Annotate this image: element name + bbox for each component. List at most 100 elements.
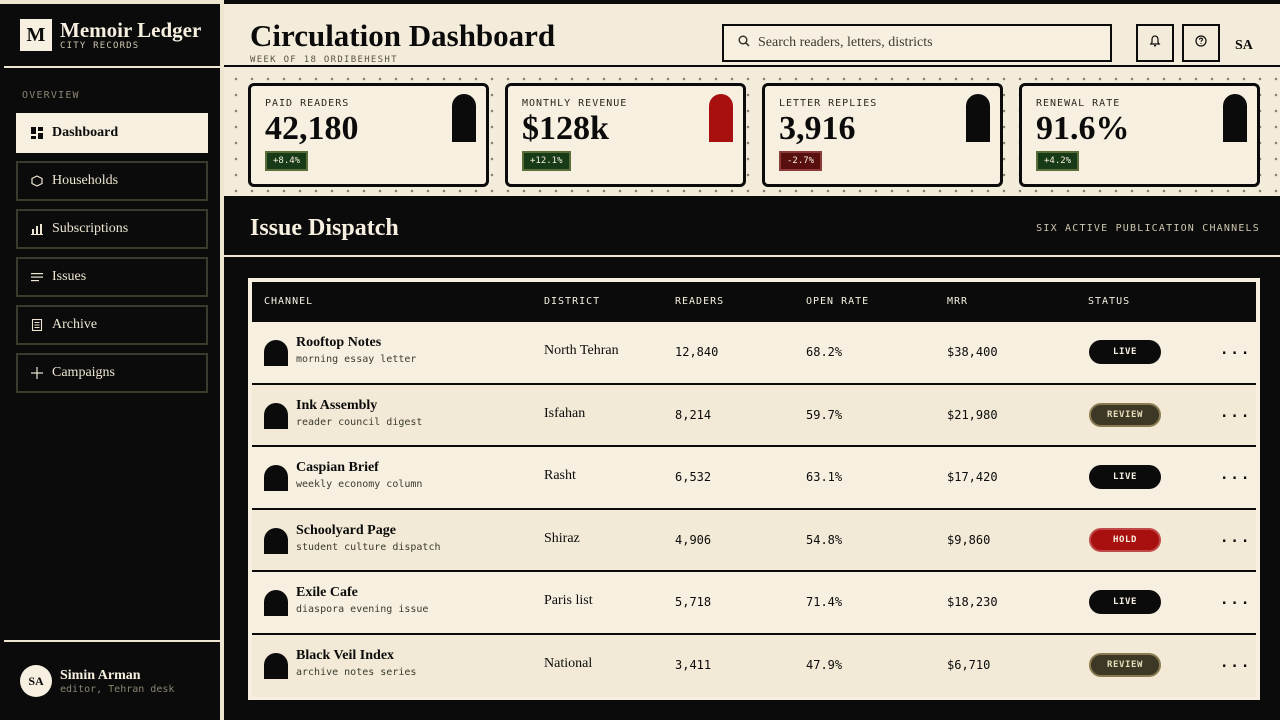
column-header[interactable]: STATUS xyxy=(1088,296,1131,307)
avatar: SA xyxy=(20,665,52,697)
sidebar-item-subscriptions[interactable]: Subscriptions xyxy=(16,209,208,249)
readers-cell: 8,214 xyxy=(675,407,712,422)
kpi-delta-badge: +12.1% xyxy=(522,151,571,171)
status-badge[interactable]: LIVE xyxy=(1089,340,1161,364)
kpi-label: MONTHLY REVENUE xyxy=(522,98,628,109)
kpi-card-renewal-rate[interactable]: RENEWAL RATE 91.6% +4.2% xyxy=(1019,83,1260,187)
kpi-value: 91.6% xyxy=(1036,110,1130,147)
notifications-button[interactable] xyxy=(1136,24,1174,62)
help-button[interactable] xyxy=(1182,24,1220,62)
brand-logo: M xyxy=(20,19,52,51)
column-header[interactable]: READERS xyxy=(675,296,725,307)
status-badge[interactable]: HOLD xyxy=(1089,527,1161,552)
kpi-card-letter-replies[interactable]: LETTER REPLIES 3,916 -2.7% xyxy=(762,83,1003,187)
channel-description: reader council digest xyxy=(296,416,423,428)
sidebar-item-campaigns[interactable]: Campaigns xyxy=(16,353,208,393)
kpi-band: PAID READERS 42,180 +8.4% MONTHLY REVENU… xyxy=(224,67,1280,199)
dispatch-table: CHANNEL DISTRICT READERS OPEN RATE MRR S… xyxy=(248,278,1260,700)
kpi-label: RENEWAL RATE xyxy=(1036,98,1121,109)
column-header[interactable]: OPEN RATE xyxy=(806,296,870,307)
help-icon xyxy=(1195,34,1207,52)
district-cell: Isfahan xyxy=(544,405,586,421)
column-header[interactable]: CHANNEL xyxy=(264,296,314,307)
kpi-delta-badge: -2.7% xyxy=(779,151,823,171)
readers-cell: 5,718 xyxy=(675,595,712,609)
district-cell: Rasht xyxy=(544,468,576,483)
row-more-button[interactable]: ... xyxy=(1220,592,1252,608)
status-badge[interactable]: REVIEW xyxy=(1089,402,1161,427)
readers-cell: 12,840 xyxy=(675,345,719,359)
table-row[interactable]: Exile Cafe diaspora evening issue Paris li… xyxy=(252,572,1256,635)
sidebar-item-label: Issues xyxy=(52,269,87,284)
column-header[interactable]: DISTRICT xyxy=(544,296,601,307)
sidebar-item-label: Archive xyxy=(52,317,98,332)
readers-cell: 6,532 xyxy=(675,470,712,484)
brand[interactable]: M Memoir Ledger CITY RECORDS xyxy=(4,4,220,68)
sidebar-item-label: Dashboard xyxy=(52,125,119,140)
brand-subtitle: CITY RECORDS xyxy=(60,41,140,51)
sidebar-item-issues[interactable]: Issues xyxy=(16,257,208,297)
channel-description: weekly economy column xyxy=(296,479,423,490)
kpi-value: 42,180 xyxy=(265,110,359,147)
channel-icon xyxy=(264,402,288,429)
kpi-card-paid-readers[interactable]: PAID READERS 42,180 +8.4% xyxy=(248,83,489,187)
table-row[interactable]: Black Veil Index archive notes series Nati… xyxy=(252,634,1256,697)
readers-cell: 3,411 xyxy=(675,657,712,672)
user-name: Simin Arman xyxy=(60,667,141,683)
row-more-button[interactable]: ... xyxy=(1220,467,1252,483)
main-content: Circulation Dashboard WEEK OF 18 ORDIBEH… xyxy=(224,0,1280,720)
dispatch-header: Issue Dispatch SIX ACTIVE PUBLICATION CH… xyxy=(224,199,1280,257)
row-more-button[interactable]: ... xyxy=(1220,529,1252,546)
channel-icon xyxy=(264,652,288,679)
status-badge[interactable]: LIVE xyxy=(1089,590,1161,614)
open-rate-cell: 47.9% xyxy=(806,657,843,672)
sidebar-item-dashboard[interactable]: Dashboard xyxy=(16,113,208,153)
status-badge[interactable]: REVIEW xyxy=(1089,652,1161,677)
channel-icon xyxy=(264,590,288,616)
mrr-cell: $38,400 xyxy=(947,345,998,359)
bar-chart-icon xyxy=(30,222,44,236)
status-badge[interactable]: LIVE xyxy=(1089,465,1161,489)
user-initials[interactable]: SA xyxy=(1235,38,1253,53)
section-meta: SIX ACTIVE PUBLICATION CHANNELS xyxy=(1036,223,1260,234)
kpi-delta-badge: +8.4% xyxy=(265,151,309,171)
column-header[interactable]: MRR xyxy=(947,296,969,307)
district-cell: National xyxy=(544,655,593,671)
arch-icon xyxy=(966,94,990,142)
table-row[interactable]: Ink Assembly reader council digest Isfahan… xyxy=(252,384,1256,447)
channel-icon xyxy=(264,465,288,491)
arch-icon xyxy=(1223,94,1247,142)
sidebar-item-archive[interactable]: Archive xyxy=(16,305,208,345)
mrr-cell: $18,230 xyxy=(947,595,998,609)
row-more-button[interactable]: ... xyxy=(1220,404,1252,421)
page-subtitle: WEEK OF 18 ORDIBEHESHT xyxy=(250,55,398,65)
mrr-cell: $9,860 xyxy=(947,532,991,547)
channel-description: morning essay letter xyxy=(296,354,417,365)
mrr-cell: $17,420 xyxy=(947,470,998,484)
row-more-button[interactable]: ... xyxy=(1220,342,1252,358)
kpi-value: $128k xyxy=(522,110,609,147)
section-title: Issue Dispatch xyxy=(250,215,399,241)
arch-icon xyxy=(452,94,476,142)
district-cell: Paris list xyxy=(544,593,593,608)
table-row[interactable]: Schoolyard Page student culture dispatch S… xyxy=(252,509,1256,572)
sidebar-item-households[interactable]: Households xyxy=(16,161,208,201)
user-profile[interactable]: SA Simin Arman editor, Tehran desk xyxy=(4,640,220,720)
row-more-button[interactable]: ... xyxy=(1220,654,1252,671)
search-box[interactable] xyxy=(722,24,1112,62)
search-input[interactable] xyxy=(758,35,1098,51)
top-bar: Circulation Dashboard WEEK OF 18 ORDIBEH… xyxy=(224,0,1280,68)
channel-name: Caspian Brief xyxy=(296,460,379,475)
channel-name: Ink Assembly xyxy=(296,397,378,413)
channel-icon xyxy=(264,527,288,554)
open-rate-cell: 59.7% xyxy=(806,407,843,422)
lines-icon xyxy=(30,270,44,284)
kpi-label: PAID READERS xyxy=(265,98,350,109)
kpi-card-monthly-revenue[interactable]: MONTHLY REVENUE $128k +12.1% xyxy=(505,83,746,187)
document-icon xyxy=(30,318,44,332)
kpi-delta-badge: +4.2% xyxy=(1036,151,1080,171)
district-cell: North Tehran xyxy=(544,343,619,358)
table-row[interactable]: Rooftop Notes morning essay letter North T… xyxy=(252,322,1256,385)
table-row[interactable]: Caspian Brief weekly economy column Rasht 6… xyxy=(252,447,1256,510)
user-role: editor, Tehran desk xyxy=(60,683,175,695)
